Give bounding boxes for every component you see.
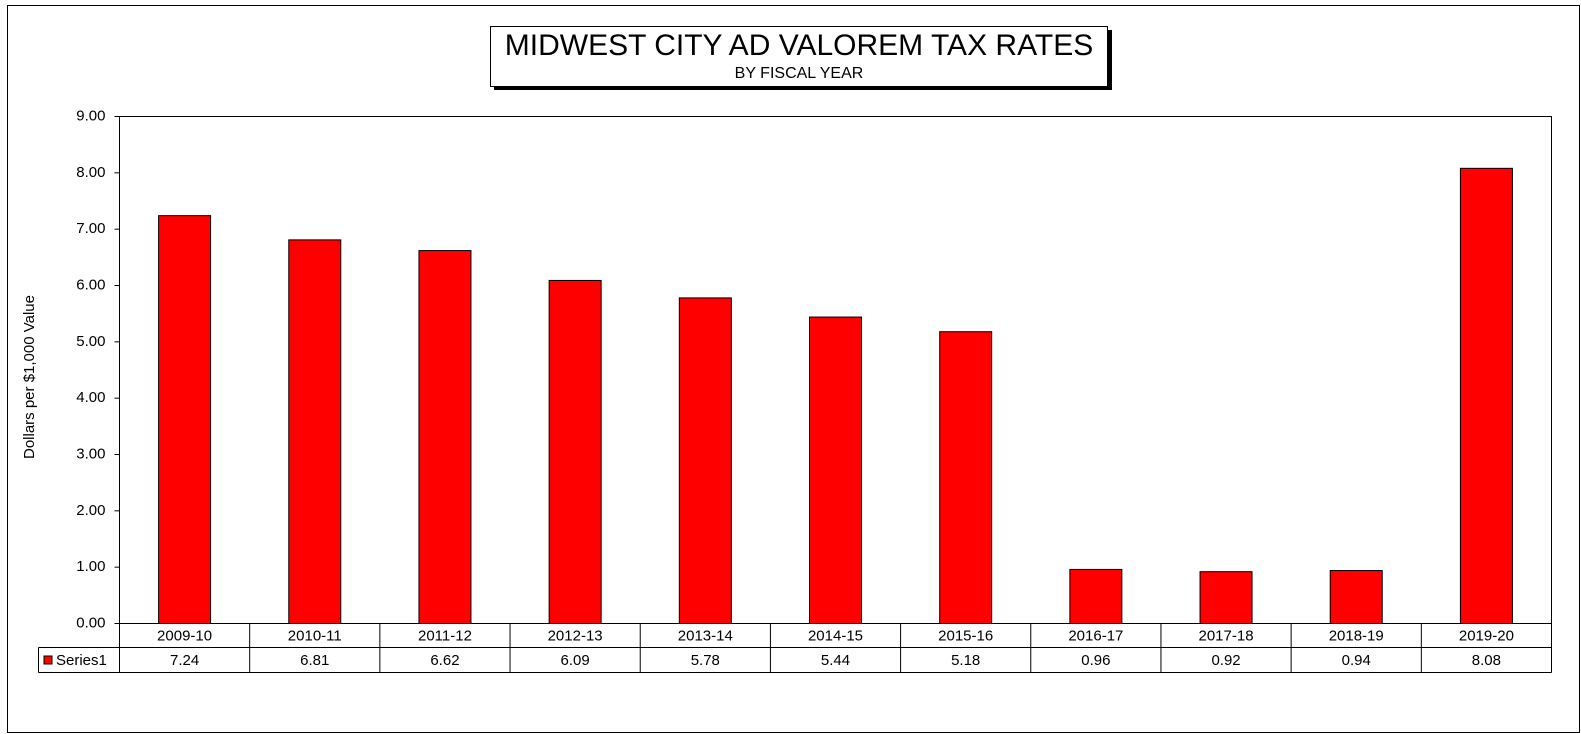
bar	[678, 297, 732, 624]
bar	[158, 215, 212, 624]
table-value: 7.24	[170, 652, 199, 669]
y-tick-label: 1.00	[76, 558, 105, 575]
table-value: 5.78	[691, 652, 720, 669]
table-value: 5.44	[821, 652, 850, 669]
bar	[1069, 568, 1123, 624]
y-axis-label: Dollars per $1,000 Value	[21, 295, 38, 459]
title-box	[490, 26, 1108, 87]
bar	[939, 331, 993, 624]
x-tick-label: 2017-18	[1199, 627, 1254, 644]
chart-border	[7, 5, 1580, 733]
x-tick-label: 2018-19	[1329, 627, 1384, 644]
y-tick-label: 5.00	[76, 333, 105, 350]
y-tick-label: 6.00	[76, 276, 105, 293]
table-value: 0.94	[1342, 652, 1371, 669]
x-tick-label: 2019-20	[1459, 627, 1514, 644]
x-tick-label: 2009-10	[157, 627, 212, 644]
legend-label: Series1	[56, 652, 107, 669]
table-value: 6.62	[430, 652, 459, 669]
y-tick-label: 4.00	[76, 389, 105, 406]
y-tick-label: 9.00	[76, 107, 105, 124]
bar	[1459, 167, 1513, 624]
x-tick-label: 2012-13	[548, 627, 603, 644]
y-tick-label: 8.00	[76, 164, 105, 181]
y-tick-label: 7.00	[76, 220, 105, 237]
y-tick-label: 0.00	[76, 614, 105, 631]
bar	[548, 279, 602, 624]
x-tick-label: 2010-11	[288, 627, 342, 644]
table-value: 6.09	[561, 652, 590, 669]
bar	[418, 250, 472, 624]
table-value: 5.18	[951, 652, 980, 669]
y-tick-label: 3.00	[76, 445, 105, 462]
bar	[1329, 570, 1383, 625]
chart-subtitle: BY FISCAL YEAR	[735, 65, 864, 82]
table-value: 8.08	[1472, 652, 1501, 669]
x-tick-label: 2014-15	[808, 627, 863, 644]
table-value: 6.81	[300, 652, 329, 669]
x-tick-label: 2016-17	[1068, 627, 1123, 644]
bar	[288, 239, 342, 624]
y-tick-label: 2.00	[76, 502, 105, 519]
legend-key	[43, 655, 53, 665]
bar	[1199, 571, 1253, 625]
x-tick-label: 2011-12	[418, 627, 472, 644]
table-value: 0.92	[1211, 652, 1240, 669]
table-value: 0.96	[1081, 652, 1110, 669]
x-tick-label: 2013-14	[678, 627, 733, 644]
x-tick-label: 2015-16	[938, 627, 993, 644]
bar	[809, 316, 862, 624]
chart-title: MIDWEST CITY AD VALOREM TAX RATES	[505, 29, 1093, 62]
